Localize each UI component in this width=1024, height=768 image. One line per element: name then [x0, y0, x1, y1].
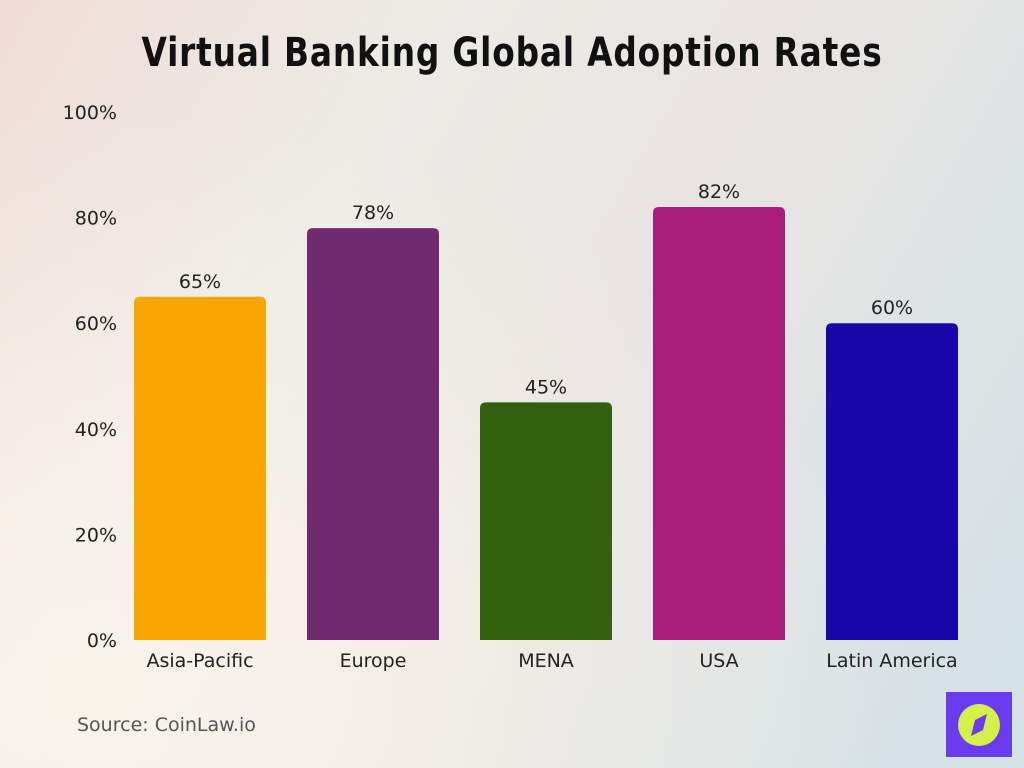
y-tick-label: 60%: [75, 313, 117, 335]
y-tick-label: 0%: [87, 630, 117, 652]
data-label: 82%: [698, 181, 740, 203]
bar-mena: [480, 402, 612, 640]
data-label: 60%: [871, 297, 913, 319]
y-tick-label: 20%: [75, 524, 117, 546]
y-tick-label: 100%: [63, 102, 117, 124]
data-label: 65%: [179, 271, 221, 293]
data-label: 45%: [525, 376, 567, 398]
logo: [946, 692, 1012, 757]
bar-europe: [307, 228, 439, 640]
x-tick-label: Asia-Pacific: [146, 650, 253, 672]
bar-usa: [653, 207, 785, 641]
compass-icon: [958, 704, 1000, 746]
bar-latin-america: [826, 323, 958, 640]
x-tick-label: Europe: [340, 650, 407, 672]
y-tick-label: 80%: [75, 208, 117, 230]
data-label: 78%: [352, 202, 394, 224]
x-tick-label: USA: [699, 650, 738, 672]
source-text: Source: CoinLaw.io: [77, 714, 256, 736]
y-tick-label: 40%: [75, 419, 117, 441]
x-tick-label: MENA: [518, 650, 574, 672]
x-tick-label: Latin America: [826, 650, 957, 672]
bar-asia-pacific: [134, 296, 266, 640]
chart-title: Virtual Banking Global Adoption Rates: [141, 30, 883, 76]
